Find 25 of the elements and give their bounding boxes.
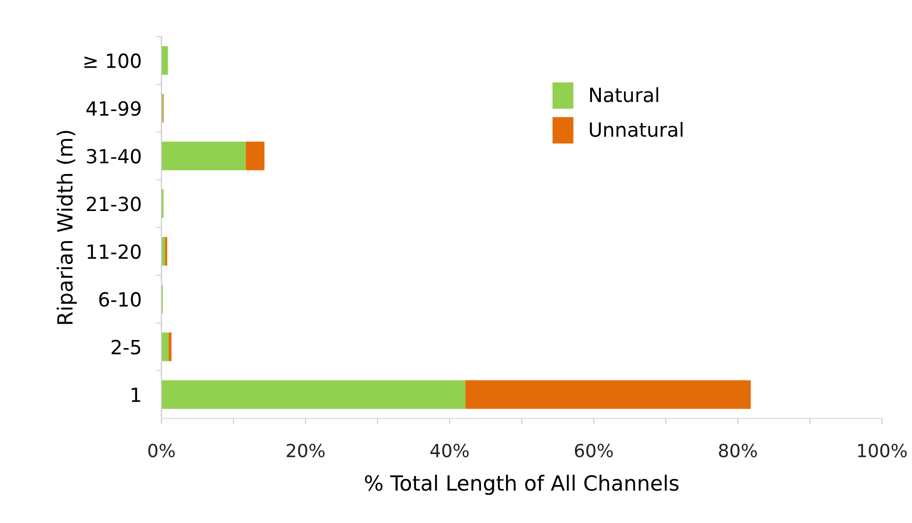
y-tick-label: 11-20 [88, 244, 141, 260]
y-axis-title: Riparian Width (m) [56, 130, 77, 324]
bar [161, 380, 466, 409]
bar [168, 332, 172, 362]
y-tick-label: ≥ 100 [84, 53, 141, 68]
y-tick-label: 41-99 [86, 101, 141, 116]
bar [161, 332, 169, 362]
y-tick-label: 31-40 [86, 148, 141, 164]
y-tick-label: 2-5 [112, 340, 140, 354]
y-tick-label: 1 [132, 388, 140, 402]
legend-label: Natural [590, 87, 658, 102]
y-tick-label: 21-30 [86, 196, 141, 212]
x-tick-label: 60% [574, 444, 613, 458]
x-tick-label: 40% [430, 444, 469, 458]
x-tick-label: 80% [718, 444, 757, 458]
x-tick-label: 20% [286, 444, 325, 458]
legend-label: Unnatural [590, 122, 682, 137]
bar [161, 142, 246, 170]
x-axis-title: % Total Length of All Channels [364, 474, 679, 495]
bar [246, 142, 264, 170]
bar [465, 380, 751, 409]
x-tick-label: 0% [148, 444, 175, 458]
bar [161, 46, 168, 75]
y-tick-label: 6-10 [99, 292, 141, 307]
x-tick-label: 100% [858, 444, 907, 458]
